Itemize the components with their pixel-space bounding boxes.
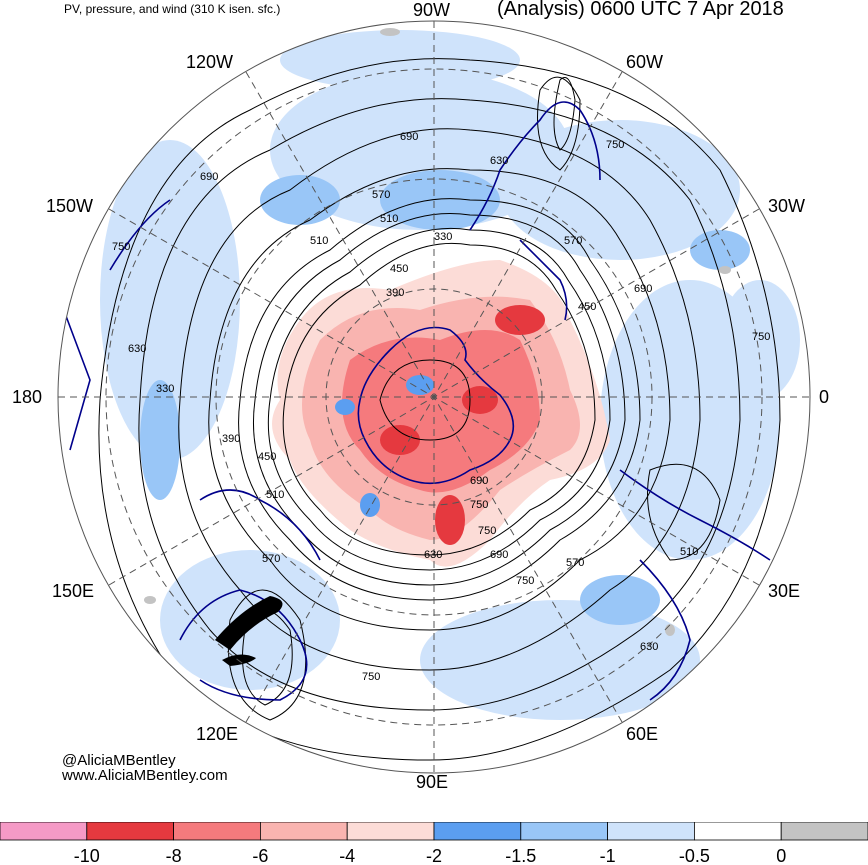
contour-label: 450 xyxy=(578,301,596,313)
colorbar-tick-label: -0.5 xyxy=(679,846,710,865)
lon-label-lower-right: 60E xyxy=(626,724,658,744)
colorbar: -10 -8 -6 -4 -2 -1.5 -1 -0.5 0 xyxy=(0,822,868,865)
pv-max-shading xyxy=(380,305,545,545)
contour-label: 750 xyxy=(362,671,380,683)
colorbar-swatches xyxy=(0,822,868,841)
contour-label: 690 xyxy=(490,549,508,561)
contour-label: 510 xyxy=(680,546,698,558)
lon-label-right-lower: 30E xyxy=(768,581,800,601)
contour-label: 450 xyxy=(258,451,276,463)
contour-label: 570 xyxy=(372,189,390,201)
contour-label: 630 xyxy=(640,641,658,653)
colorbar-tick-label: 0 xyxy=(776,846,786,865)
author-website[interactable]: www.AliciaMBentley.com xyxy=(62,767,228,784)
colorbar-swatch xyxy=(780,822,868,841)
contour-label: 570 xyxy=(262,553,280,565)
contour-label: 690 xyxy=(400,131,418,143)
map-boundary xyxy=(57,20,811,774)
map-fields xyxy=(58,21,810,773)
contour-label: 510 xyxy=(266,489,284,501)
lon-label-right: 0 xyxy=(819,387,829,407)
lon-label-top: 90W xyxy=(413,0,450,20)
contour-label: 750 xyxy=(606,139,624,151)
colorbar-tick-label: -2 xyxy=(426,846,442,865)
contour-labels: 690 630 570 510 330 450 390 750 690 750 … xyxy=(112,131,770,683)
contour-label: 570 xyxy=(564,235,582,247)
lon-label-upper-right: 60W xyxy=(626,52,663,72)
coastlines xyxy=(59,101,771,701)
contour-label: 630 xyxy=(424,549,442,561)
contour-label: 750 xyxy=(470,499,488,511)
contour-label: 630 xyxy=(490,155,508,167)
author-handle: @AliciaMBentley xyxy=(62,752,176,769)
colorbar-swatch xyxy=(259,822,348,841)
contour-label: 630 xyxy=(128,343,146,355)
contour-label: 690 xyxy=(200,171,218,183)
graticule xyxy=(58,21,810,773)
contour-label: 330 xyxy=(156,383,174,395)
contour-label: 390 xyxy=(222,433,240,445)
contour-label: 750 xyxy=(752,331,770,343)
colorbar-tick-label: -4 xyxy=(339,846,355,865)
lon-label-left: 180 xyxy=(12,387,42,407)
colorbar-tick-label: -6 xyxy=(252,846,268,865)
colorbar-swatch xyxy=(0,822,88,841)
colorbar-swatch xyxy=(607,822,695,841)
lon-label-left-upper: 150W xyxy=(46,196,93,216)
contour-label: 390 xyxy=(386,287,404,299)
lon-label-left-lower: 150E xyxy=(52,581,94,601)
colorbar-swatch xyxy=(694,822,782,841)
polar-map: 90W 120W 60W 150W 30W 180 0 150E 30E 120… xyxy=(12,0,829,792)
contour-label: 570 xyxy=(566,557,584,569)
contour-label: 750 xyxy=(112,241,130,253)
map-title: PV, pressure, and wind (310 K isen. sfc.… xyxy=(64,2,281,16)
colorbar-swatch xyxy=(86,822,175,841)
lon-label-bottom: 90E xyxy=(416,772,448,792)
contour-label: 690 xyxy=(470,475,488,487)
colorbar-tick-label: -1 xyxy=(600,846,616,865)
pv-gray-shading xyxy=(144,28,731,636)
contour-label: 690 xyxy=(634,283,652,295)
valid-time: (Analysis) 0600 UTC 7 Apr 2018 xyxy=(497,0,784,20)
contour-label: 750 xyxy=(478,525,496,537)
colorbar-labels: -10 -8 -6 -4 -2 -1.5 -1 -0.5 0 xyxy=(74,846,786,865)
lon-label-upper-left: 120W xyxy=(186,52,233,72)
colorbar-swatch xyxy=(173,822,261,841)
colorbar-swatch xyxy=(346,822,435,841)
colorbar-tick-label: -8 xyxy=(166,846,182,865)
contour-label: 750 xyxy=(516,575,534,587)
colorbar-swatch xyxy=(433,822,522,841)
colorbar-tick-label: -10 xyxy=(74,846,100,865)
contour-label: 450 xyxy=(390,263,408,275)
contour-label: 510 xyxy=(310,235,328,247)
colorbar-tick-label: -1.5 xyxy=(505,846,536,865)
colorbar-swatch xyxy=(520,822,608,841)
contour-label: 510 xyxy=(380,213,398,225)
lon-label-lower-left: 120E xyxy=(196,724,238,744)
lon-label-right-upper: 30W xyxy=(768,196,805,216)
contour-label: 330 xyxy=(434,231,452,243)
